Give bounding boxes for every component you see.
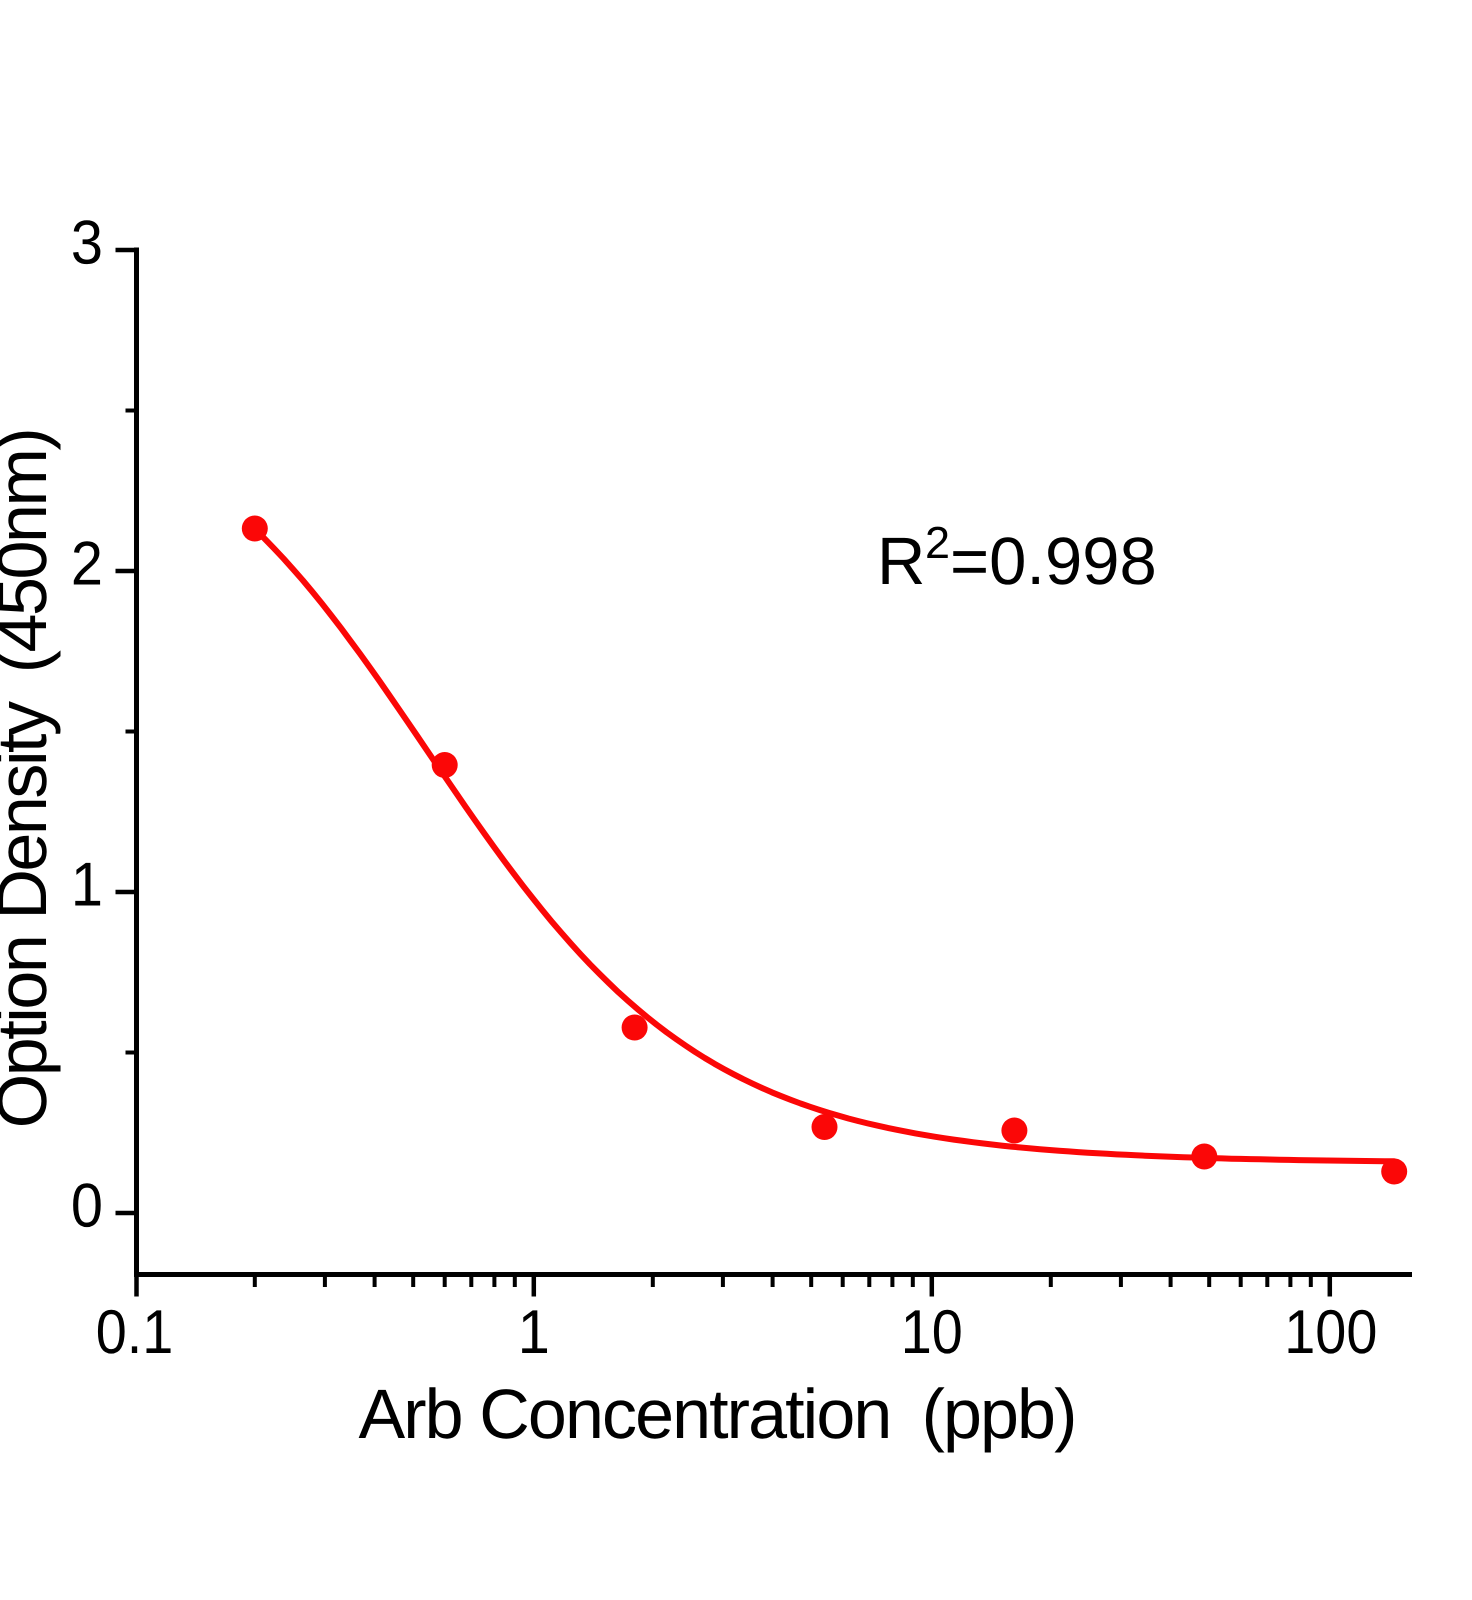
svg-text:2: 2 [925,517,950,568]
svg-text:Arb Concentration (ppb): Arb Concentration (ppb) [358,1375,1075,1453]
svg-text:=0.998: =0.998 [950,524,1157,599]
svg-text:0: 0 [71,1172,103,1241]
svg-text:Option Density (450nm): Option Density (450nm) [0,430,61,1128]
svg-text:2: 2 [71,530,103,599]
svg-text:3: 3 [71,209,103,278]
svg-text:0.1: 0.1 [96,1298,174,1367]
svg-text:10: 10 [901,1298,963,1367]
svg-text:1: 1 [71,851,103,920]
svg-text:1: 1 [518,1298,550,1367]
svg-text:R: R [877,524,925,599]
svg-text:100: 100 [1284,1298,1377,1367]
